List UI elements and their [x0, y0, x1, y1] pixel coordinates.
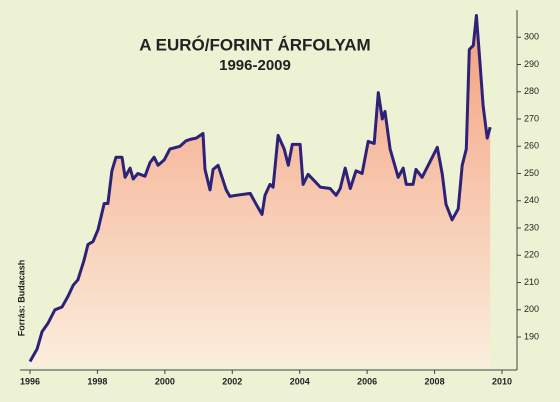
y-tick-label: 270 — [524, 113, 539, 123]
x-tick-label: 2010 — [492, 376, 512, 386]
x-tick-label: 2006 — [357, 376, 377, 386]
x-tick-label: 2004 — [290, 376, 310, 386]
x-tick-label: 2002 — [222, 376, 242, 386]
y-tick-label: 210 — [524, 277, 539, 287]
x-tick-label: 1996 — [20, 376, 40, 386]
chart-title: A EURÓ/FORINT ÁRFOLYAM — [139, 35, 370, 54]
x-tick-label: 1998 — [87, 376, 107, 386]
y-tick-label: 290 — [524, 59, 539, 69]
x-tick-label: 2000 — [155, 376, 175, 386]
y-tick-label: 260 — [524, 141, 539, 151]
line — [28, 14, 492, 363]
y-tick-label: 230 — [524, 222, 539, 232]
source: Forrás: Budacash — [16, 260, 26, 337]
y-tick-label: 300 — [524, 32, 539, 42]
y-tick-label: 220 — [524, 250, 539, 260]
y-tick-label: 200 — [524, 304, 539, 314]
y-tick-label: 250 — [524, 168, 539, 178]
y-tick-label: 280 — [524, 86, 539, 96]
y-tick-label: 240 — [524, 195, 539, 205]
y-tick-label: 190 — [524, 331, 539, 341]
x-tick-label: 2008 — [425, 376, 445, 386]
area — [30, 15, 491, 367]
chart-subtitle: 1996-2009 — [219, 57, 291, 74]
